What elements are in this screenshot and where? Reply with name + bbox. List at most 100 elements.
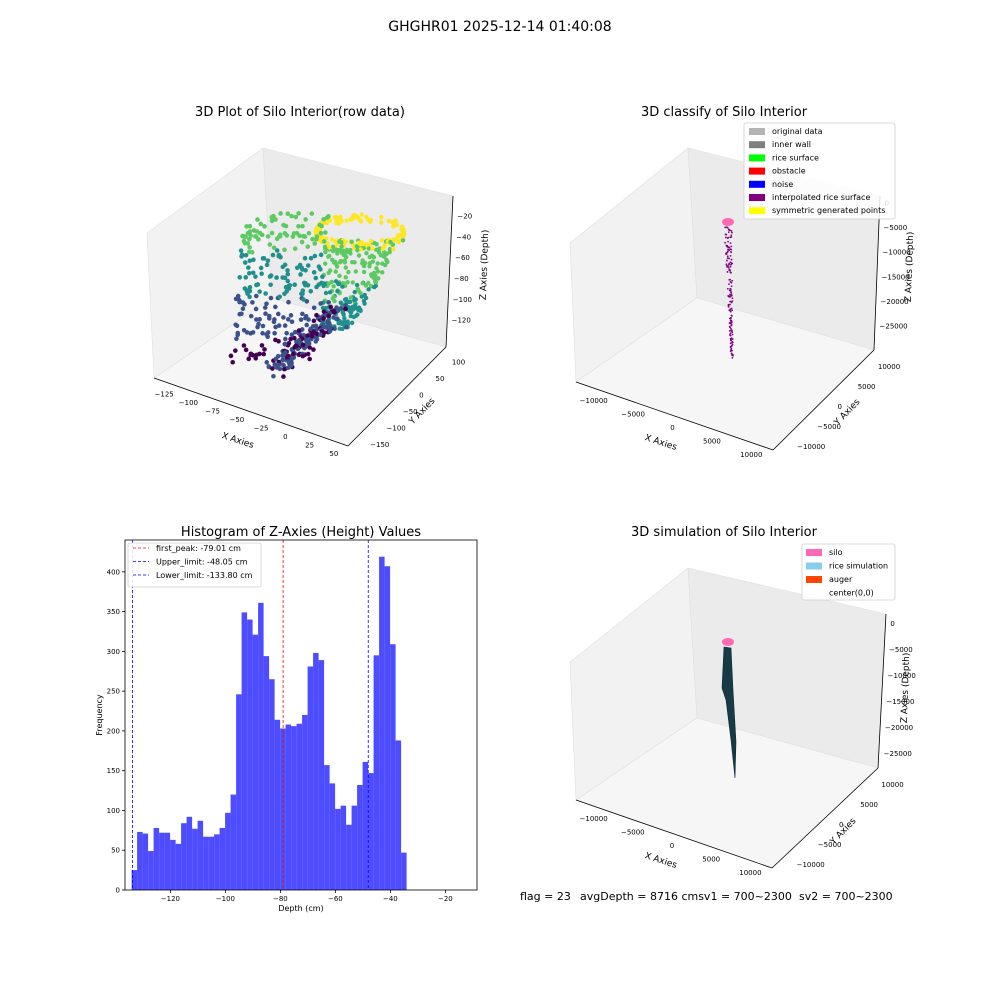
classify-3d-y-tick-label: 5000 — [858, 383, 876, 391]
histogram-bar — [186, 816, 193, 890]
raw-point — [297, 262, 303, 268]
raw-point — [380, 246, 386, 252]
raw-point — [352, 297, 357, 303]
classify-point — [727, 265, 729, 268]
raw-point — [300, 223, 305, 229]
raw-3d-x-tick-label: −50 — [229, 416, 244, 424]
simulation-3d-y-tick-label: 10000 — [881, 781, 903, 789]
raw-point — [322, 330, 327, 335]
histogram-bar — [159, 832, 165, 890]
raw-3d-x-tick-label: −100 — [179, 399, 198, 407]
raw-point — [344, 218, 349, 223]
raw-point — [348, 251, 353, 256]
raw-point — [355, 248, 360, 253]
classify-point — [725, 233, 728, 236]
raw-point — [239, 252, 245, 258]
raw-point — [312, 241, 318, 246]
raw-point — [338, 258, 343, 264]
raw-point — [353, 269, 359, 274]
raw-point — [273, 304, 278, 310]
classify-3d-legend-swatch — [749, 141, 765, 149]
raw-point — [384, 251, 389, 256]
classify-3d-z-tick-label: −25000 — [880, 323, 908, 331]
histogram-bar — [384, 566, 391, 890]
histogram-bar — [252, 634, 259, 890]
raw-point — [391, 237, 396, 242]
raw-point — [307, 356, 312, 362]
raw-point — [257, 230, 263, 236]
raw-point — [336, 281, 342, 287]
classify-point — [730, 320, 733, 323]
raw-point — [305, 244, 311, 249]
raw-point — [282, 247, 287, 253]
histogram-bar — [241, 612, 248, 890]
raw-point — [343, 239, 348, 244]
raw-point — [354, 282, 360, 288]
histogram-y-tick-label: 0 — [116, 887, 120, 895]
raw-3d-y-tick-label: 100 — [452, 358, 465, 366]
raw-point — [386, 218, 392, 224]
classify-point — [728, 330, 731, 332]
raw-point — [250, 300, 255, 305]
histogram-bar — [357, 785, 363, 890]
classify-point — [726, 257, 729, 259]
classify-point — [725, 253, 728, 256]
raw-point — [272, 317, 277, 322]
histogram-bar — [346, 824, 352, 890]
histogram-x-tick-label: −20 — [438, 895, 453, 903]
raw-point — [233, 322, 239, 328]
histogram-x-ticks: −120 −100 −80 −60 −40 −20 — [161, 890, 453, 903]
raw-point — [270, 366, 275, 371]
raw-point — [293, 343, 299, 348]
raw-point — [247, 236, 252, 242]
raw-point — [340, 309, 345, 315]
raw-point — [267, 274, 273, 279]
raw-point — [365, 242, 370, 248]
histogram-bar — [142, 833, 149, 890]
raw-point — [257, 289, 262, 294]
raw-point — [289, 332, 295, 337]
raw-3d-x-tick-label: 0 — [283, 433, 287, 441]
histogram-bar — [291, 726, 297, 890]
raw-point — [301, 233, 306, 239]
raw-point — [285, 353, 291, 359]
histogram-bar — [302, 715, 308, 890]
simulation-3d-z-tick-label: −25000 — [884, 750, 912, 758]
raw-point — [272, 330, 277, 336]
classify-point — [730, 301, 733, 303]
classify-3d-legend-label: inner wall — [772, 140, 811, 149]
classify-point — [729, 280, 732, 283]
subplot-classify-3d: 3D classify of Silo Interior −10000 −5000… — [569, 105, 916, 459]
classify-3d-x-tick-label: 0 — [670, 424, 674, 432]
histogram-frame — [124, 539, 478, 891]
raw-point — [246, 271, 252, 276]
raw-point — [313, 339, 319, 344]
histogram-bar — [131, 870, 138, 890]
raw-point — [364, 251, 369, 256]
raw-point — [253, 293, 259, 299]
histogram-bar — [214, 834, 220, 890]
raw-point — [292, 282, 298, 287]
raw-point — [275, 353, 281, 359]
histogram-bar — [219, 827, 226, 890]
classify-point — [729, 254, 732, 257]
raw-point — [242, 260, 248, 265]
raw-point — [263, 291, 268, 296]
classify-point — [730, 230, 733, 232]
classify-3d-ticks: −10000 −5000 0 5000 10000 −10000 −5000 0 5000 100… — [580, 199, 911, 459]
raw-point — [379, 220, 384, 225]
simulation-3d-x-tick-label: 0 — [670, 842, 674, 850]
raw-3d-x-tick-label: 25 — [305, 441, 314, 449]
histogram-bar — [335, 808, 341, 890]
simulation-3d-legend-label: rice simulation — [829, 562, 888, 571]
histogram-y-tick-label: 250 — [107, 688, 120, 696]
classify-3d-legend-swatch — [749, 207, 765, 215]
classify-3d-y-tick-label: 10000 — [878, 363, 900, 371]
histogram-bar — [269, 679, 275, 890]
raw-point — [285, 268, 290, 273]
classify-point — [730, 263, 732, 266]
raw-3d-x-tick-label: −25 — [254, 424, 269, 432]
raw-point — [265, 234, 271, 239]
raw-point — [288, 336, 293, 342]
raw-point — [356, 307, 361, 313]
